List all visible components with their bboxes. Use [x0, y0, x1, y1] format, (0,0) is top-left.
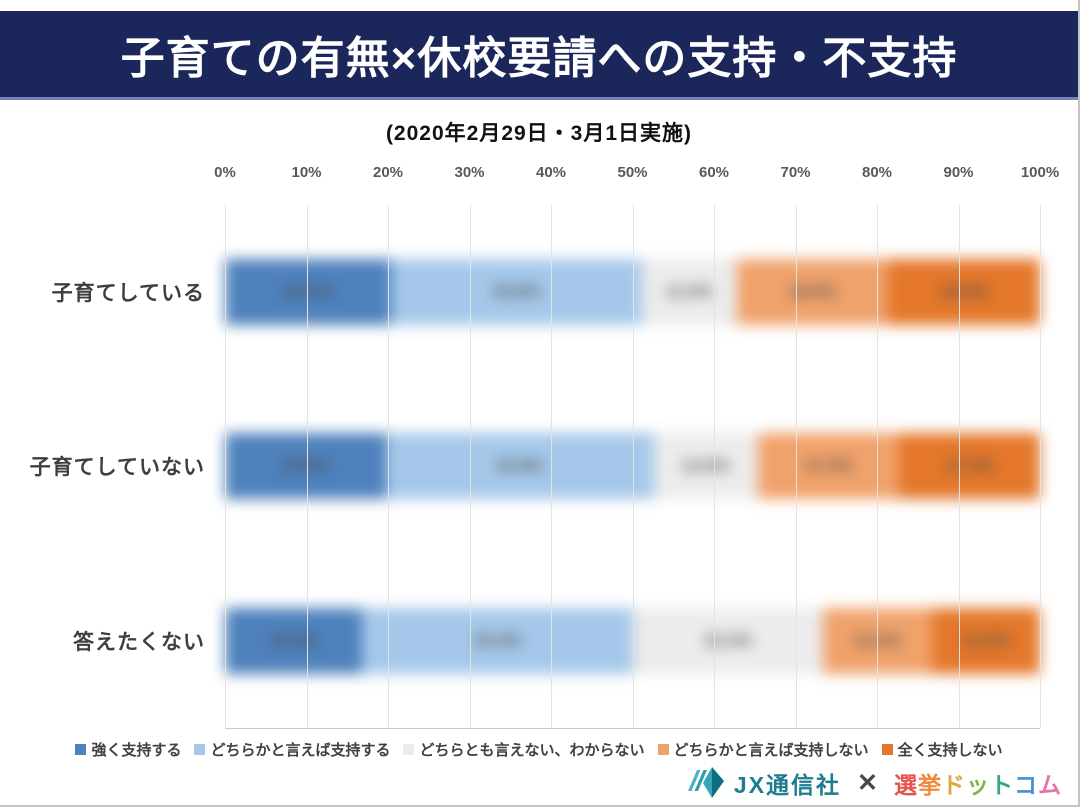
x-axis-tick-label: 20%: [372, 164, 404, 181]
x-axis-tick-label: 80%: [861, 164, 893, 181]
plot-area: 20.4% 30.8% 11.6% 18.6% 18.6% 19.8% 32.8% 12.8%…: [225, 205, 1041, 729]
bar-rows-container: 20.4% 30.8% 11.6% 18.6% 18.6% 19.8% 32.8% 12.8%…: [225, 205, 1040, 728]
legend-label: どちらとも言えない、わからない: [419, 742, 645, 759]
stacked-bar: 19.8% 32.8% 12.8% 17.3% 17.3%: [225, 433, 1040, 500]
legend-label: どちらかと言えば支持する: [210, 742, 391, 759]
bar-segment: 17.3%: [757, 433, 899, 500]
gridline: [714, 205, 715, 728]
x-axis-tick-row: 0% 10% 20% 30% 40% 50% 60% 70% 80% 90% 100%: [214, 164, 1059, 186]
bar-value-label: 17.3%: [945, 456, 994, 476]
jx-brand-label: JX通信社: [733, 772, 842, 798]
gridline: [551, 205, 552, 728]
senkyo-dotcom-brand-label: 選挙ドットコム: [894, 766, 1062, 800]
title-bar: 子育ての有無×休校要請への支持・不支持: [0, 11, 1078, 100]
senkyo-brand-char: 選: [894, 772, 918, 798]
senkyo-brand-char: ド: [942, 772, 966, 798]
bar-segment: 23.3%: [633, 607, 824, 674]
x-axis-tick-label: 10%: [291, 164, 322, 181]
gridline: [388, 205, 389, 728]
bar-segment: 33.3%: [361, 607, 634, 674]
gridline: [632, 205, 634, 728]
legend-item: どちらとも言えない、わからない: [403, 739, 645, 760]
x-axis-tick-label: 70%: [780, 164, 811, 181]
legend-label: どちらかと言えば支持しない: [673, 742, 869, 759]
bar-value-label: 18.6%: [940, 282, 989, 302]
gridline: [877, 205, 878, 728]
x-axis-tick-label: 100%: [1020, 164, 1060, 181]
jx-logo-icon: [687, 767, 724, 798]
legend-item: どちらかと言えば支持する: [194, 739, 390, 760]
legend-swatch: [194, 744, 206, 755]
gridline: [225, 205, 226, 728]
bar-segment: 18.6%: [888, 259, 1040, 326]
gridline: [958, 205, 960, 728]
bar-segment: 13.3%: [931, 607, 1040, 674]
bar-value-label: 20.4%: [284, 282, 333, 302]
senkyo-brand-char: ッ: [966, 772, 990, 798]
bar-value-label: 13.3%: [961, 630, 1010, 650]
bar-value-label: 18.6%: [788, 282, 837, 302]
category-label: 子育てしている: [51, 282, 205, 306]
gridline: [306, 205, 308, 728]
stacked-bar: 16.8%33.3%23.3%13.3%13.3%: [225, 607, 1040, 674]
footer-brand-bar: JX通信社 ✕ 選挙ドットコム: [685, 764, 1062, 802]
category-label: 答えたくない: [73, 630, 205, 654]
bar-segment: 12.8%: [653, 433, 758, 500]
chart-row: 16.8%33.3%23.3%13.3%13.3%: [225, 554, 1040, 728]
legend-item: どちらかと言えば支持しない: [657, 739, 869, 760]
gridline: [795, 205, 797, 728]
chart-row: 20.4% 30.8% 11.6% 18.6% 18.6%: [225, 205, 1040, 379]
bar-value-label: 16.8%: [269, 630, 318, 650]
bar-value-label: 32.8%: [495, 456, 545, 476]
bar-segment: 17.3%: [898, 433, 1040, 500]
bar-segment: 16.8%: [225, 607, 362, 674]
x-axis-tick-label: 30%: [454, 164, 485, 181]
jx-brand: JX通信社: [685, 766, 841, 800]
page-title: 子育ての有無×休校要請への支持・不支持: [120, 34, 958, 83]
x-axis-tick-label: 0%: [214, 164, 236, 181]
bar-value-label: 11.6%: [665, 282, 714, 302]
legend-swatch: [881, 744, 893, 755]
gridline: [1040, 205, 1041, 728]
bar-value-label: 19.8%: [282, 456, 330, 476]
legend-label: 強く支持する: [91, 742, 182, 759]
senkyo-brand-char: ト: [990, 772, 1014, 798]
legend: 強く支持する どちらかと言えば支持する どちらとも言えない、わからない どちらかと言え…: [0, 739, 1078, 760]
legend-swatch: [403, 744, 415, 755]
chart-row: 19.8% 32.8% 12.8% 17.3% 17.3%: [225, 379, 1040, 553]
legend-label: 全く支持しない: [897, 742, 1003, 759]
bar-segment: 18.6%: [736, 259, 889, 326]
legend-swatch: [657, 744, 669, 755]
bar-value-label: 23.3%: [704, 630, 753, 650]
senkyo-brand-char: ム: [1038, 772, 1062, 798]
category-labels-column: 子育てしている子育てしていない答えたくない: [0, 205, 205, 728]
bar-value-label: 33.3%: [473, 630, 522, 650]
bar-segment: 30.8%: [391, 259, 643, 326]
legend-item: 全く支持しない: [881, 739, 1003, 760]
bar-segment: 32.8%: [386, 433, 654, 500]
stacked-bar: 20.4% 30.8% 11.6% 18.6% 18.6%: [225, 259, 1040, 326]
bar-value-label: 12.8%: [681, 456, 730, 476]
bar-value-label: 17.3%: [804, 456, 853, 476]
bar-segment: 11.6%: [642, 259, 737, 326]
cross-separator-icon: ✕: [857, 769, 878, 797]
bar-segment: 20.4%: [225, 259, 392, 326]
senkyo-brand-char: 挙: [918, 772, 942, 798]
gridline: [469, 205, 471, 728]
survey-date-subtitle: (2020年2月29日・3月1日実施): [385, 122, 693, 145]
senkyo-brand-char: コ: [1014, 772, 1038, 798]
x-axis-tick-label: 90%: [943, 164, 974, 181]
x-axis-tick-label: 60%: [698, 164, 730, 181]
x-axis-tick-label: 40%: [535, 164, 567, 181]
category-label: 子育てしていない: [29, 456, 205, 480]
legend-item: 強く支持する: [75, 739, 181, 760]
bar-segment: 19.8%: [225, 433, 387, 500]
legend-swatch: [75, 744, 87, 755]
x-axis-tick-label: 50%: [617, 164, 648, 181]
bar-value-label: 30.8%: [492, 282, 541, 302]
